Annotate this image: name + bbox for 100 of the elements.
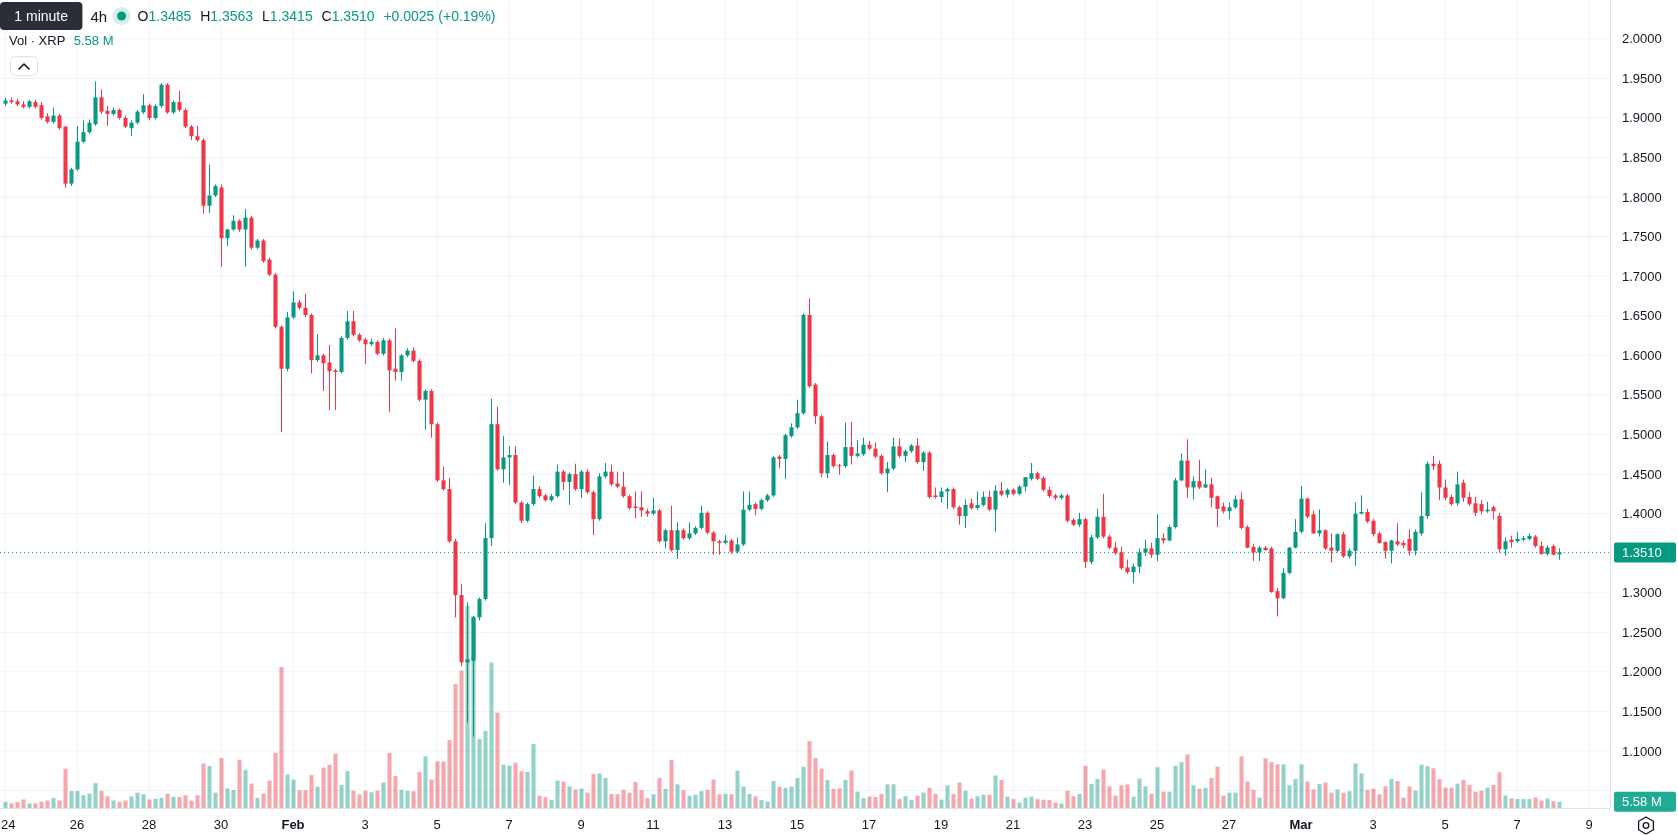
y-tick-label: 1.1500 [1622, 703, 1662, 719]
bar [171, 796, 176, 808]
bar [1203, 787, 1208, 808]
x-tick-label: Feb [281, 816, 305, 832]
bar [1161, 791, 1166, 808]
y-tick-label: 1.9000 [1622, 110, 1662, 126]
x-tick-label: 5 [1441, 816, 1449, 832]
candlestick [531, 475, 536, 507]
y-tick-label: 1.3000 [1622, 585, 1662, 601]
candlestick [669, 505, 674, 553]
candlestick [795, 399, 800, 430]
bar [843, 779, 848, 808]
bar [1545, 798, 1550, 808]
bar [1257, 797, 1262, 808]
candlestick [1341, 531, 1346, 559]
candlestick [885, 461, 890, 493]
y-tick-label: 1.8500 [1622, 149, 1662, 165]
candlestick [69, 167, 74, 187]
bar [963, 790, 968, 808]
candlestick [1203, 468, 1208, 489]
candlestick [621, 471, 626, 499]
y-tick-label: 1.5000 [1622, 426, 1662, 442]
candlestick [963, 498, 968, 529]
x-tick-label: 27 [1221, 816, 1237, 832]
ref-line-label: 1.3510 [1622, 544, 1662, 560]
candlestick [561, 469, 566, 491]
bar [255, 797, 260, 808]
candlestick [897, 437, 902, 458]
candlestick [957, 505, 962, 526]
candlestick [141, 93, 146, 115]
y-tick-label: 1.1000 [1622, 743, 1662, 759]
candlestick [915, 437, 920, 465]
x-tick-label: 7 [505, 816, 513, 832]
bar [753, 796, 758, 808]
candlestick [207, 164, 212, 214]
candlestick [1455, 471, 1460, 507]
candlestick [525, 502, 530, 523]
candlestick [477, 596, 482, 621]
bar [675, 784, 680, 808]
x-tick-label: Mar [1289, 816, 1313, 832]
bar [1185, 754, 1190, 808]
bar [993, 775, 998, 808]
candlestick [1191, 475, 1196, 500]
x-tick-label: 30 [213, 816, 229, 832]
candlestick [573, 463, 578, 492]
bar [987, 794, 992, 808]
candlestick [945, 486, 950, 510]
x-tick-label: 11 [646, 816, 660, 832]
bar [237, 759, 242, 808]
bar [729, 794, 734, 808]
bar [897, 799, 902, 808]
y-tick-label: 1.7000 [1622, 268, 1662, 284]
x-tick-label: 25 [1149, 816, 1165, 832]
candlestick [423, 388, 428, 431]
candlestick [243, 208, 248, 268]
bar [51, 797, 56, 808]
candlestick [1197, 459, 1202, 490]
x-tick-label: 13 [717, 816, 733, 832]
x-tick-label: 3 [1369, 816, 1377, 832]
bar [381, 782, 386, 808]
candlestick [507, 445, 512, 486]
bar [1191, 785, 1196, 808]
candlestick [609, 464, 614, 487]
text: 5.58 M [1622, 794, 1662, 810]
candlestick [399, 353, 404, 382]
y-tick-label: 1.4500 [1622, 466, 1662, 482]
candlestick [315, 333, 320, 363]
bar [1485, 787, 1490, 808]
candlestick [1293, 518, 1298, 549]
bar [369, 792, 374, 808]
candlestick [699, 505, 704, 530]
bar [777, 786, 782, 808]
candlestick [81, 119, 86, 144]
bar [669, 759, 674, 808]
x-tick-label: 15 [789, 816, 805, 832]
x-tick-label: 28 [141, 816, 157, 832]
candlestick [1095, 508, 1100, 540]
annotation: 1 minute [14, 8, 69, 24]
bar [969, 798, 974, 808]
candlestick [993, 484, 998, 533]
candlestick [1179, 452, 1184, 482]
x-tick-label: 19 [933, 816, 949, 832]
candlestick [711, 530, 716, 556]
y-tick-label: 1.9500 [1622, 70, 1662, 86]
candlestick [363, 337, 368, 365]
candlestick [159, 82, 164, 109]
candlestick [351, 310, 356, 337]
x-tick-label: 24 [1, 816, 16, 832]
annotation: 5.58 M [70, 32, 114, 48]
bar [315, 786, 320, 808]
bar [243, 769, 248, 808]
candlestick [747, 490, 752, 512]
candlestick [291, 290, 296, 320]
candlestick [567, 471, 572, 506]
bar [921, 792, 926, 808]
candlestick [705, 510, 710, 535]
bar [1059, 803, 1064, 808]
bar [999, 779, 1004, 808]
candlestick [183, 107, 188, 129]
bar [915, 795, 920, 808]
